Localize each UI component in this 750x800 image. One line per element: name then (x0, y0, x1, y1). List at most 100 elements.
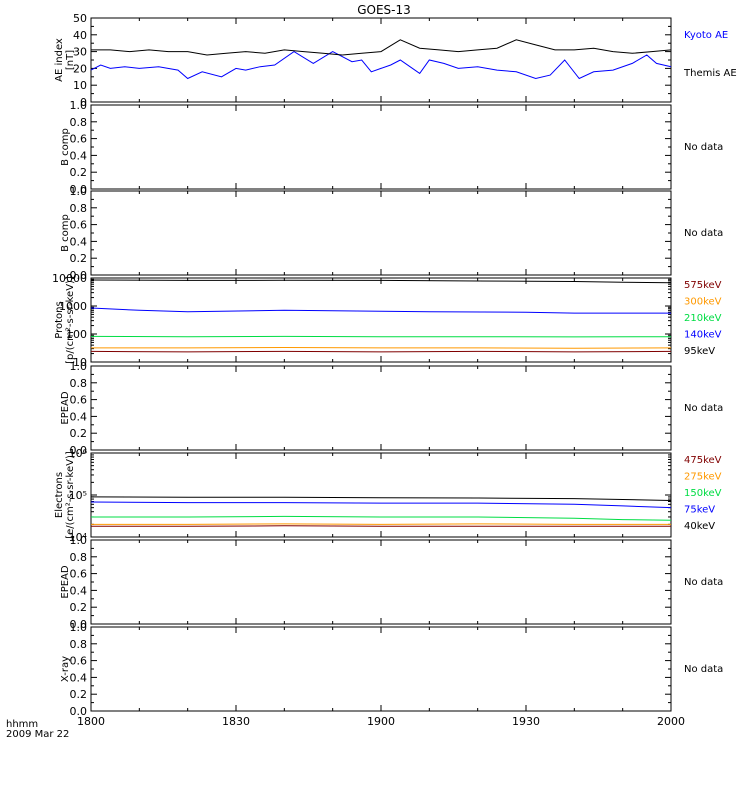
y-tick-label: 10⁶ (69, 447, 88, 460)
panel-frame (90, 190, 672, 276)
legend-entry: 210keV (684, 313, 722, 324)
y-tick-label: 0 (80, 96, 87, 109)
x-tick-label: 1830 (222, 715, 250, 728)
y-tick-label: 1.0 (70, 621, 88, 634)
legend-entry: 40keV (684, 521, 715, 532)
y-tick-label: 0.8 (70, 377, 88, 390)
panel-1: 0 10 20 30 40 50 AE index [nT] Kyoto AE Themis AE (54, 12, 737, 109)
no-data-label: No data (684, 228, 723, 239)
y-axis-label: EPEAD (60, 391, 71, 425)
y-axis-label: Protons (54, 301, 65, 338)
y-axis-label: X-ray (60, 656, 71, 682)
panel-4: 10 100 1000 10000 Protons [p/(cm²-s-sr-keV)] 5… (52, 272, 722, 369)
series-line-140kev (90, 307, 671, 314)
y-tick-label: 100 (66, 328, 87, 341)
y-tick-label: 0.4 (70, 410, 88, 423)
y-tick-label: 30 (73, 46, 87, 59)
panel-2: 0.0 0.2 0.4 0.6 0.8 1.0 B comp No data (60, 99, 723, 196)
y-tick-label: 0.2 (70, 166, 88, 179)
y-tick-label: 10 (73, 79, 87, 92)
y-tick-label: 0.8 (70, 551, 88, 564)
y-tick-label: 0.6 (70, 655, 88, 668)
panel-8: 0.0 0.2 0.4 0.6 0.8 1.0 X-ray No data (60, 621, 723, 718)
legend-entry: 275keV (684, 472, 722, 483)
y-tick-label: 0.0 (70, 269, 88, 282)
y-tick-label: 1.0 (70, 99, 88, 112)
y-tick-label: 0.0 (70, 618, 88, 631)
series-line-210kev (90, 335, 672, 338)
y-tick-label: 0.6 (70, 394, 88, 407)
x-tick-label: 1800 (77, 715, 105, 728)
plot-title: GOES-13 (357, 3, 411, 17)
x-tick-label: 1930 (512, 715, 540, 728)
y-tick-label: 0.4 (70, 584, 88, 597)
y-axis-label: [e/(cm²-s-sr-keV)] (65, 451, 76, 539)
series-line-150kev (91, 515, 672, 521)
series-line-575kev (90, 350, 672, 353)
y-tick-label: 1000 (59, 300, 87, 313)
y-tick-label: 0.0 (70, 444, 88, 457)
y-tick-label: 0.4 (70, 671, 88, 684)
y-tick-label: 0.6 (70, 568, 88, 581)
panel-frame (90, 539, 672, 625)
legend-entry: 95keV (684, 346, 715, 357)
y-axis-label: EPEAD (60, 565, 71, 599)
series-line-75kev (90, 501, 672, 509)
y-tick-label: 1.0 (70, 360, 88, 373)
no-data-label: No data (684, 664, 723, 675)
y-tick-label: 0.4 (70, 235, 88, 248)
y-tick-label: 10⁴ (69, 531, 88, 544)
y-tick-label: 0.8 (70, 116, 88, 129)
legend-entry: 475keV (684, 455, 722, 466)
series-line-themis-ae (91, 39, 672, 56)
no-data-label: No data (684, 577, 723, 588)
y-tick-label: 0.6 (70, 219, 88, 232)
series-line-95kev (90, 279, 672, 284)
y-tick-label: 10000 (52, 272, 87, 285)
y-tick-label: 0.4 (70, 149, 88, 162)
legend-entry: 150keV (684, 488, 722, 499)
y-tick-label: 0.0 (70, 183, 88, 196)
y-tick-label: 0.8 (70, 202, 88, 215)
panel-7: 0.0 0.2 0.4 0.6 0.8 1.0 EPEAD No data (60, 534, 723, 631)
panel-6: 10⁴ 10⁵ 10⁶ Electrons [e/(cm²-s-sr-keV)] 475k… (54, 447, 722, 544)
y-tick-label: 0.2 (70, 427, 88, 440)
legend-entry: 300keV (684, 297, 722, 308)
legend-entry: Kyoto AE (684, 30, 728, 41)
y-tick-label: 10 (73, 356, 87, 369)
y-axis-label: [nT] (65, 50, 76, 70)
panel-5: 0.0 0.2 0.4 0.6 0.8 1.0 EPEAD No data (60, 360, 723, 457)
y-tick-label: 0.2 (70, 688, 88, 701)
x-axis-label-date: 2009 Mar 22 (6, 729, 69, 740)
y-axis-label: B comp (60, 214, 71, 252)
legend-entry: 575keV (684, 280, 722, 291)
series-line-475kev (91, 525, 671, 527)
y-axis-label: AE index (54, 38, 65, 82)
series-line-kyoto-ae (90, 51, 672, 80)
y-tick-label: 10⁵ (69, 489, 87, 502)
y-tick-label: 0.6 (70, 133, 88, 146)
y-tick-label: 50 (73, 12, 87, 25)
panel-frame (90, 277, 672, 363)
y-tick-label: 1.0 (70, 534, 88, 547)
y-tick-label: 0.2 (70, 601, 88, 614)
y-tick-label: 20 (73, 62, 87, 75)
no-data-label: No data (684, 142, 723, 153)
x-axis-label-hhmm: hhmm (6, 719, 38, 730)
panel-3: 0.0 0.2 0.4 0.6 0.8 1.0 B comp No data (60, 185, 723, 282)
y-axis-label: [p/(cm²-s-sr-keV)] (65, 276, 76, 364)
x-tick-label: 1900 (367, 715, 395, 728)
series-line-275kev (91, 523, 671, 525)
panel-frame (90, 17, 672, 103)
y-tick-label: 0.8 (70, 638, 88, 651)
panel-frame (90, 365, 672, 451)
panel-frame (90, 104, 672, 190)
y-axis-label: B comp (60, 128, 71, 166)
series-line-40kev (90, 496, 672, 501)
legend-entry: Themis AE (683, 68, 737, 79)
y-tick-label: 0.0 (70, 705, 88, 718)
y-tick-label: 0.2 (70, 252, 88, 265)
series-line-300kev (91, 346, 672, 349)
no-data-label: No data (684, 403, 723, 414)
